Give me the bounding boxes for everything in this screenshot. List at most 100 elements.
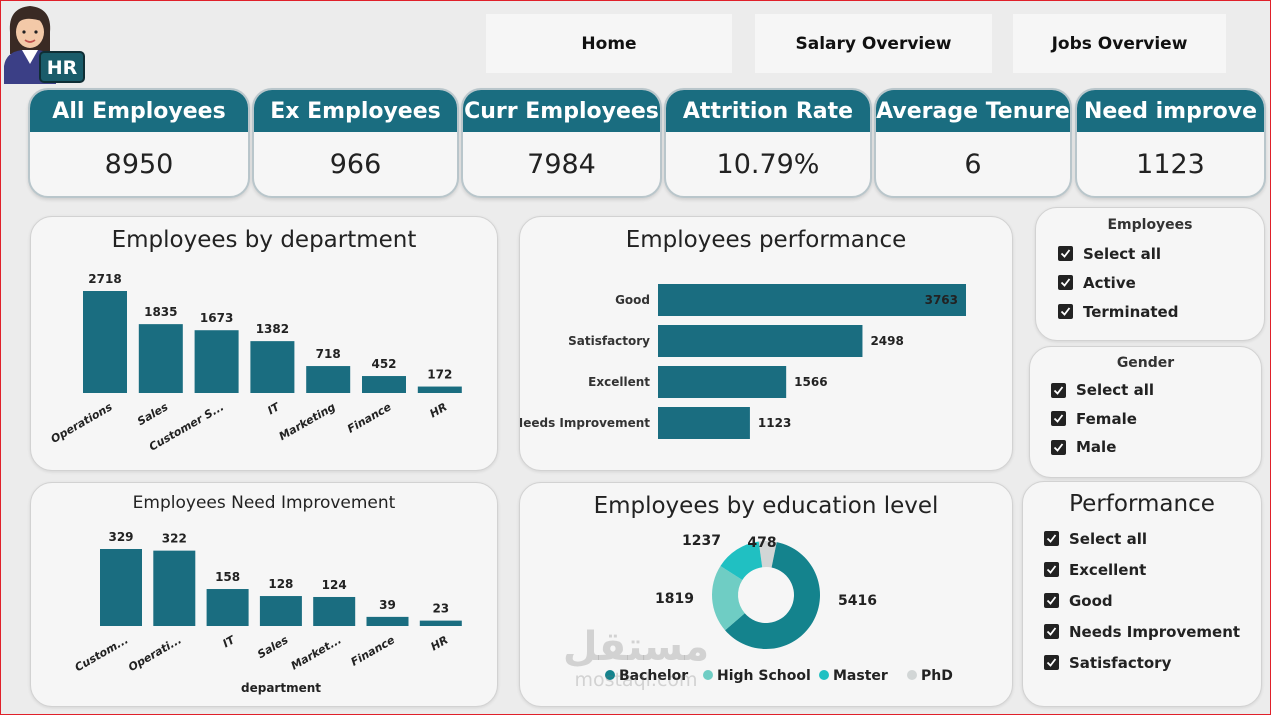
filter-title: Performance: [1069, 491, 1215, 517]
bar[interactable]: [419, 620, 462, 626]
donut-slice[interactable]: [725, 542, 820, 649]
education-donut-chart: 5416 1819 1237 478 Bachelor High School Master…: [605, 533, 953, 684]
filter-item-label: Good: [1069, 591, 1113, 610]
bar[interactable]: [306, 366, 351, 393]
category-label: Custom...: [73, 633, 131, 674]
filter-item-label: Active: [1083, 273, 1136, 292]
checkbox-checked-icon[interactable]: [1044, 655, 1059, 670]
nav-jobs-overview-button[interactable]: Jobs Overview: [1013, 14, 1226, 73]
data-label: 718: [316, 347, 341, 361]
hr-logo: HR: [2, 2, 86, 84]
kpi-curr-employees: Curr Employees 7984: [461, 88, 662, 198]
data-label: 172: [427, 368, 452, 382]
performance-filter-panel: Performance Select all Excellent Good Ne…: [1022, 481, 1262, 707]
data-label: 329: [108, 530, 133, 544]
bar[interactable]: [250, 341, 295, 393]
bar[interactable]: [138, 324, 183, 393]
logo-text: HR: [47, 57, 78, 79]
data-label: 2498: [870, 334, 903, 348]
bar[interactable]: [366, 616, 409, 626]
checkbox-checked-icon[interactable]: [1051, 382, 1066, 398]
chart-title: Employees Need Improvement: [132, 493, 396, 513]
bar[interactable]: [153, 550, 196, 626]
filter-item-label: Select all: [1083, 244, 1161, 263]
kpi-label: Curr Employees: [463, 90, 660, 132]
bar[interactable]: [417, 386, 462, 393]
filter-item-male[interactable]: Male: [1051, 433, 1261, 462]
category-label: HR: [427, 400, 449, 420]
data-label: 128: [268, 577, 293, 591]
data-label: 1123: [758, 416, 791, 430]
bar[interactable]: [658, 366, 787, 398]
data-label: 1382: [256, 322, 289, 336]
checkbox-checked-icon[interactable]: [1044, 624, 1059, 639]
kpi-average-tenure: Average Tenure 6: [874, 88, 1072, 198]
x-axis-label: department: [241, 681, 321, 695]
nav-salary-overview-button[interactable]: Salary Overview: [755, 14, 992, 73]
category-label: Marketing: [277, 400, 338, 443]
chart-title: Employees by education level: [593, 493, 939, 519]
filter-item-excellent[interactable]: Excellent: [1044, 554, 1261, 585]
data-label: 1819: [655, 591, 694, 607]
data-label: 1566: [794, 375, 827, 389]
checkbox-checked-icon[interactable]: [1051, 439, 1066, 455]
performance-bar-chart: 3763 Good 2498 Satisfactory 1566 Excellent 112…: [520, 284, 966, 439]
category-label: Market...: [289, 633, 344, 672]
filter-item-label: Select all: [1069, 529, 1147, 548]
data-label: 124: [322, 578, 347, 592]
legend-label: Bachelor: [619, 668, 688, 684]
filter-item-select-all[interactable]: Select all: [1044, 523, 1261, 554]
checkbox-checked-icon[interactable]: [1058, 275, 1073, 290]
legend-label: High School: [717, 668, 811, 684]
filter-item-label: Select all: [1076, 381, 1154, 400]
chart-title: Employees by department: [111, 227, 417, 253]
kpi-need-improve: Need improve 1123: [1075, 88, 1266, 198]
filter-item-good[interactable]: Good: [1044, 585, 1261, 616]
filter-item-female[interactable]: Female: [1051, 405, 1261, 434]
category-label: Excellent: [588, 375, 650, 389]
bar[interactable]: [313, 596, 356, 626]
education-chart-panel: Employees by education level 5416 1819 123…: [519, 482, 1013, 707]
filter-item-label: Excellent: [1069, 560, 1147, 579]
bar[interactable]: [206, 589, 249, 626]
checkbox-checked-icon[interactable]: [1051, 411, 1066, 427]
bar[interactable]: [194, 330, 239, 393]
nav-home-button[interactable]: Home: [486, 14, 732, 73]
category-label: Sales: [135, 400, 171, 428]
legend-swatch: [907, 670, 917, 680]
hr-avatar-icon: HR: [4, 6, 85, 84]
checkbox-checked-icon[interactable]: [1058, 246, 1073, 261]
kpi-ex-employees: Ex Employees 966: [252, 88, 459, 198]
bar[interactable]: [83, 291, 127, 393]
bar[interactable]: [658, 325, 863, 357]
bar[interactable]: [658, 407, 750, 439]
category-label: HR: [428, 633, 450, 653]
checkbox-checked-icon[interactable]: [1044, 531, 1059, 546]
filter-item-satisfactory[interactable]: Satisfactory: [1044, 647, 1261, 678]
donut-slice[interactable]: [712, 566, 745, 631]
category-label: Needs Improvement: [520, 416, 650, 430]
bar[interactable]: [259, 596, 302, 626]
bar[interactable]: [658, 284, 966, 316]
chart-title: Employees performance: [625, 227, 907, 253]
checkbox-checked-icon[interactable]: [1058, 304, 1073, 319]
filter-item-select-all[interactable]: Select all: [1051, 376, 1261, 405]
donut-slice[interactable]: [720, 541, 763, 580]
category-label: IT: [265, 400, 283, 418]
checkbox-checked-icon[interactable]: [1044, 593, 1059, 608]
category-label: Finance: [349, 633, 398, 669]
filter-item-select-all[interactable]: Select all: [1058, 239, 1264, 268]
data-label: 452: [371, 357, 396, 371]
checkbox-checked-icon[interactable]: [1044, 562, 1059, 577]
data-label: 1237: [682, 533, 721, 549]
performance-chart-panel: Employees performance 3763 Good 2498 Satisf…: [519, 216, 1013, 471]
filter-item-needs-improvement[interactable]: Needs Improvement: [1044, 616, 1261, 647]
category-label: Operations: [49, 400, 115, 446]
bar[interactable]: [100, 549, 142, 626]
category-label: Operati...: [126, 633, 184, 674]
filter-item-active[interactable]: Active: [1058, 268, 1264, 297]
donut-slice[interactable]: [758, 541, 777, 568]
kpi-value: 6: [964, 148, 982, 180]
bar[interactable]: [362, 376, 406, 393]
filter-item-terminated[interactable]: Terminated: [1058, 297, 1264, 326]
